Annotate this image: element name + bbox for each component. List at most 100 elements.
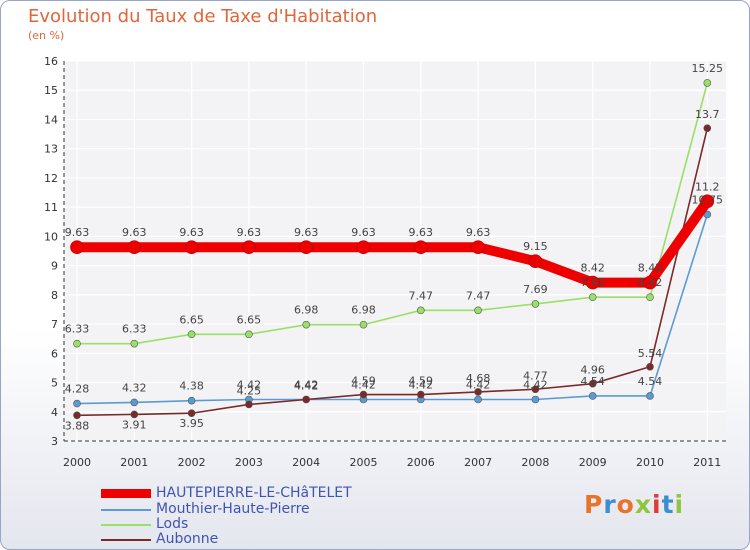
y-tick-label: 3 [51, 435, 58, 448]
data-point [242, 240, 256, 254]
series-line [76, 127, 709, 417]
y-tick-label: 11 [44, 201, 58, 214]
data-point [73, 411, 81, 420]
data-point [130, 398, 139, 407]
y-tick-label: 15 [44, 84, 58, 97]
data-label: 5.54 [638, 347, 663, 360]
data-label: 4.42 [294, 379, 319, 392]
y-tick-label: 14 [44, 113, 58, 126]
data-label: 6.33 [122, 323, 147, 336]
logo-letter: o [616, 490, 635, 519]
data-label: 4.59 [351, 375, 376, 388]
data-point [73, 399, 81, 408]
x-tick-label: 2002 [178, 456, 206, 469]
data-point [130, 339, 139, 348]
data-point [646, 293, 654, 301]
data-label: 13.7 [695, 108, 720, 121]
data-label: 9.63 [351, 226, 376, 239]
data-label: 9.63 [466, 226, 491, 239]
data-point [187, 396, 196, 405]
y-tick-label: 6 [51, 347, 58, 360]
data-label: 7.69 [523, 283, 548, 296]
data-label: 3.95 [179, 417, 204, 430]
data-label: 6.98 [351, 304, 376, 317]
data-point [646, 362, 654, 371]
data-point [471, 240, 485, 254]
x-tick-label: 2005 [350, 456, 378, 469]
data-label: 9.63 [179, 226, 204, 239]
data-point [646, 392, 654, 400]
logo-letter: r [603, 490, 617, 519]
legend-label-hautepierre: HAUTEPIERRE-LE-CHâTELET [156, 485, 352, 501]
logo-letter: t [661, 490, 675, 519]
data-point [359, 390, 368, 399]
x-tick-label: 2001 [120, 456, 148, 469]
logo-letter: x [634, 490, 652, 519]
legend-swatch-hautepierre [101, 489, 151, 498]
series-line [76, 82, 709, 345]
data-label: 4.59 [409, 375, 434, 388]
data-label: 6.33 [65, 323, 90, 336]
data-point [531, 395, 540, 404]
data-point [299, 240, 314, 254]
data-label: 11.2 [695, 180, 720, 193]
data-label: 4.68 [466, 372, 491, 385]
legend-swatch-lods [101, 524, 151, 526]
data-label: 4.42 [466, 378, 491, 391]
data-point [703, 124, 712, 133]
legend-label-aubonne: Aubonne [156, 531, 219, 547]
data-label: 6.98 [294, 304, 319, 317]
data-label: 4.42 [409, 378, 434, 391]
x-tick-label: 2004 [292, 456, 320, 469]
x-tick-label: 2000 [63, 456, 91, 469]
data-point [130, 410, 139, 419]
y-tick-label: 7 [51, 318, 58, 331]
logo-letter: i [652, 490, 662, 519]
data-point [127, 240, 142, 254]
x-tick-label: 2003 [235, 456, 263, 469]
y-tick-label: 13 [44, 143, 58, 156]
data-point [356, 240, 371, 254]
data-label: 15.25 [692, 62, 724, 75]
data-label: 9.63 [409, 226, 434, 239]
legend-label-mouthier: Mouthier-Haute-Pierre [156, 501, 310, 517]
x-tick-label: 2008 [521, 456, 549, 469]
data-point [245, 400, 253, 409]
data-point [703, 79, 712, 87]
data-point [531, 300, 540, 308]
x-tick-label: 2007 [464, 456, 492, 469]
data-label: 4.38 [179, 380, 204, 393]
data-point [474, 395, 482, 404]
data-label: 3.91 [122, 418, 147, 431]
data-label: 4.42 [351, 378, 376, 391]
y-tick-label: 5 [51, 377, 58, 390]
legend-swatch-aubonne [101, 539, 151, 541]
data-point [588, 392, 597, 400]
data-point [245, 330, 253, 339]
chart-subtitle: (en %) [28, 29, 65, 42]
data-label: 4.54 [580, 375, 605, 388]
logo-letter: P [584, 490, 604, 519]
series-line [72, 196, 713, 288]
y-tick-label: 8 [51, 289, 58, 302]
x-tick-label: 2010 [636, 456, 664, 469]
x-tick-label: 2006 [407, 456, 435, 469]
data-point [416, 306, 425, 315]
data-point [588, 293, 597, 301]
data-point [588, 379, 597, 388]
data-label: 4.42 [237, 378, 262, 391]
data-label: 4.28 [65, 383, 90, 396]
x-tick-label: 2009 [579, 456, 607, 469]
data-label: 8.42 [638, 276, 663, 289]
y-tick-label: 9 [51, 260, 58, 273]
data-label: 7.47 [409, 289, 434, 302]
data-label: 10.75 [692, 193, 724, 206]
y-tick-label: 4 [51, 406, 58, 419]
data-point [474, 388, 482, 396]
data-label: 9.63 [237, 226, 262, 239]
y-tick-label: 10 [44, 230, 58, 243]
data-label: 4.77 [523, 369, 548, 382]
y-tick-label: 16 [44, 55, 58, 68]
